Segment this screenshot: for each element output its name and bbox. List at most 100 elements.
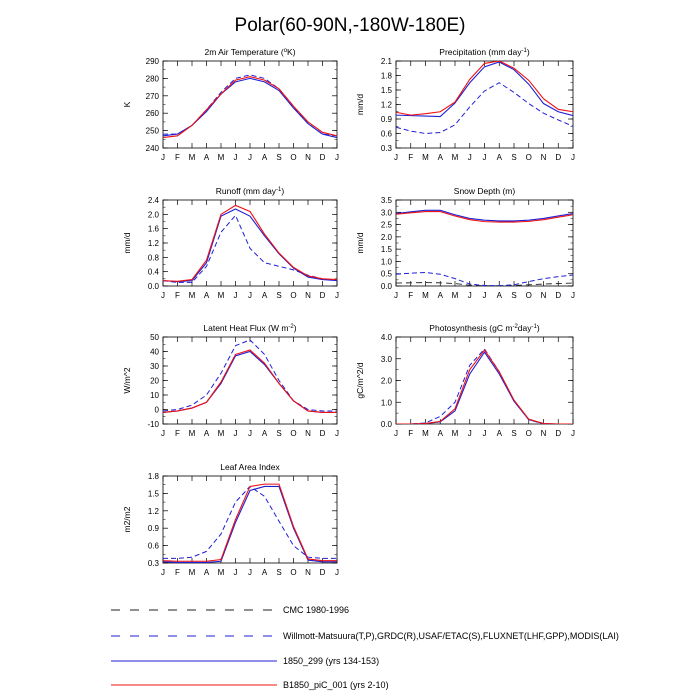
series-line-solid-blue bbox=[163, 77, 337, 139]
y-tick-label: 1.2 bbox=[148, 507, 160, 516]
x-tick-label: O bbox=[526, 153, 532, 162]
series-line-solid-red bbox=[163, 204, 337, 282]
y-tick-label: 0.5 bbox=[381, 270, 393, 279]
x-tick-label: N bbox=[305, 153, 311, 162]
y-tick-label: 1.2 bbox=[381, 101, 393, 110]
x-tick-label: O bbox=[526, 291, 532, 300]
x-tick-label: J bbox=[248, 429, 252, 438]
x-tick-label: N bbox=[305, 291, 311, 300]
panel-3: Runoff (mm day-1) mm/d 0.0 0.4 0.8 1.2 1.6 2.0 2… bbox=[122, 186, 339, 300]
x-tick-label: M bbox=[189, 429, 196, 438]
y-tick-label: 0.3 bbox=[148, 559, 160, 568]
series-line-dash-blue bbox=[396, 271, 573, 286]
y-tick-label: 10 bbox=[150, 391, 159, 400]
x-tick-label: J bbox=[234, 153, 238, 162]
panel-title-tail: ) bbox=[281, 186, 284, 196]
plot-frame bbox=[162, 60, 338, 149]
x-tick-label: J bbox=[571, 429, 575, 438]
panel-title-sup: -2 bbox=[288, 324, 294, 330]
y-tick-label: 2.0 bbox=[381, 233, 393, 242]
y-tick-label: 2.5 bbox=[381, 221, 393, 230]
x-tick-label: S bbox=[511, 291, 516, 300]
panel-title: 2m Air Temperature (oK) bbox=[204, 47, 295, 57]
panel-title: Snow Depth (m) bbox=[454, 186, 516, 196]
panel-title-text: Photosynthesis (gC m bbox=[429, 323, 512, 333]
y-tick-label: 0.0 bbox=[381, 420, 393, 429]
legend-label: CMC 1980-1996 bbox=[283, 605, 349, 615]
x-tick-label: J bbox=[335, 291, 339, 300]
x-tick-label: S bbox=[276, 153, 281, 162]
x-tick-label: J bbox=[161, 568, 165, 577]
x-tick-label: A bbox=[497, 291, 503, 300]
y-tick-label: 2.1 bbox=[381, 57, 393, 66]
legend-item: 1850_299 (yrs 134-153) bbox=[111, 656, 379, 666]
series-line-solid-blue bbox=[163, 208, 337, 283]
y-tick-label: 0 bbox=[155, 406, 160, 415]
y-axis-label: mm/d bbox=[355, 94, 365, 116]
y-tick-label: 2.0 bbox=[148, 210, 160, 219]
y-tick-label: 1.0 bbox=[381, 398, 393, 407]
x-tick-label: M bbox=[452, 291, 459, 300]
panel-4: Snow Depth (m) mm/d 0.0 0.5 1.0 1.5 2.0 2.5 3.0 3… bbox=[355, 186, 575, 300]
y-tick-label: 250 bbox=[146, 127, 160, 136]
panel-title: Latent Heat Flux (W m-2) bbox=[203, 323, 296, 333]
x-tick-label: M bbox=[218, 153, 225, 162]
panel-title-tail: K) bbox=[287, 47, 296, 57]
panel-title-text: Leaf Area Index bbox=[220, 462, 280, 472]
x-tick-label: A bbox=[262, 568, 268, 577]
x-tick-label: O bbox=[290, 568, 296, 577]
x-tick-label: M bbox=[422, 153, 429, 162]
x-tick-label: J bbox=[234, 568, 238, 577]
series-line-dash-blue bbox=[163, 339, 337, 412]
x-tick-label: J bbox=[468, 429, 472, 438]
panel-title: Runoff (mm day-1) bbox=[216, 186, 285, 196]
y-tick-label: 0.0 bbox=[148, 282, 160, 291]
y-axis-label: K bbox=[122, 101, 132, 107]
y-tick-label: 1.8 bbox=[381, 72, 393, 81]
series-line-solid-red bbox=[396, 211, 573, 223]
panel-title: Photosynthesis (gC m-2day-1) bbox=[429, 323, 540, 333]
series-line-dash-blue bbox=[396, 82, 573, 135]
x-tick-label: M bbox=[218, 429, 225, 438]
panel-5: Latent Heat Flux (W m-2) W/m^2 -10 0 10 20 30 4… bbox=[122, 323, 339, 438]
y-axis-label: W/m^2 bbox=[122, 367, 132, 393]
x-tick-label: J bbox=[234, 291, 238, 300]
panel-title-tail: ) bbox=[294, 323, 297, 333]
x-tick-label: S bbox=[511, 153, 516, 162]
y-tick-label: 0.9 bbox=[148, 524, 160, 533]
y-tick-label: 4.0 bbox=[381, 333, 393, 342]
panel-title: Precipitation (mm day-1) bbox=[439, 47, 530, 57]
panel-title: Leaf Area Index bbox=[220, 462, 280, 472]
y-tick-label: 1.6 bbox=[148, 225, 160, 234]
series-line-dash-blue bbox=[163, 485, 337, 559]
x-tick-label: D bbox=[320, 291, 326, 300]
x-tick-label: F bbox=[175, 568, 180, 577]
panel-title-text: Runoff (mm day bbox=[216, 186, 277, 196]
x-tick-label: D bbox=[555, 429, 561, 438]
panels: 2m Air Temperature (oK) K 240 250 260 270 280 2… bbox=[122, 47, 575, 577]
y-axis-label: m2/m2 bbox=[122, 506, 132, 532]
y-tick-label: 260 bbox=[146, 109, 160, 118]
panel-6: Photosynthesis (gC m-2day-1) gC/m^2/d 0.0 1… bbox=[355, 323, 575, 438]
y-tick-label: 3.0 bbox=[381, 355, 393, 364]
y-tick-label: 3.0 bbox=[381, 208, 393, 217]
x-tick-label: J bbox=[483, 153, 487, 162]
series-line-dash-blue bbox=[163, 214, 337, 283]
x-tick-label: J bbox=[161, 153, 165, 162]
x-tick-label: J bbox=[248, 291, 252, 300]
y-tick-label: 280 bbox=[146, 74, 160, 83]
x-tick-label: J bbox=[234, 429, 238, 438]
x-tick-label: N bbox=[541, 291, 547, 300]
x-tick-label: M bbox=[218, 568, 225, 577]
x-tick-label: J bbox=[394, 429, 398, 438]
y-tick-label: -10 bbox=[147, 420, 159, 429]
x-tick-label: S bbox=[276, 568, 281, 577]
x-tick-label: F bbox=[175, 291, 180, 300]
x-tick-label: A bbox=[497, 429, 503, 438]
x-tick-label: M bbox=[218, 291, 225, 300]
x-tick-label: A bbox=[204, 153, 210, 162]
x-tick-label: J bbox=[483, 429, 487, 438]
legend-label: B1850_piC_001 (yrs 2-10) bbox=[283, 680, 389, 690]
x-tick-label: S bbox=[276, 429, 281, 438]
